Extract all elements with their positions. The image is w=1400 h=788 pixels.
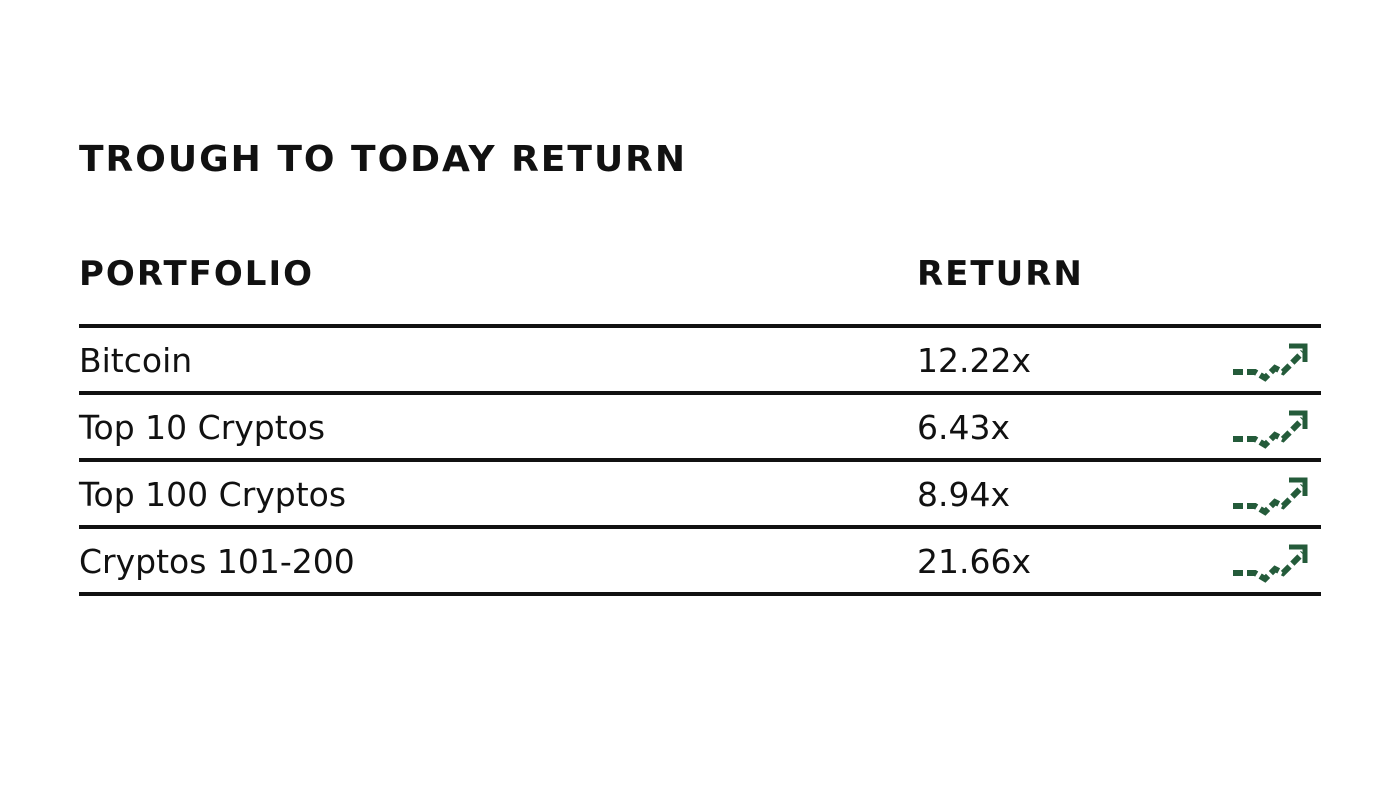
portfolio-cell: Bitcoin [79,341,193,380]
table-row: Cryptos 101-200 21.66x [79,529,1321,596]
column-header-portfolio: PORTFOLIO [79,254,315,294]
trend-up-icon [1229,541,1309,583]
trend-up-icon [1229,340,1309,382]
trend-up-icon [1229,474,1309,516]
portfolio-cell: Top 10 Cryptos [79,408,326,447]
column-header-return: RETURN [917,254,1084,294]
table-row: Top 100 Cryptos 8.94x [79,462,1321,529]
table-row: Bitcoin 12.22x [79,328,1321,395]
table-header-row: PORTFOLIO RETURN [79,252,1321,328]
returns-table: PORTFOLIO RETURN Bitcoin 12.22x Top 10 C… [79,252,1321,596]
return-cell: 6.43x [917,408,1011,447]
portfolio-cell: Cryptos 101-200 [79,542,355,581]
return-cell: 8.94x [917,475,1011,514]
table-row: Top 10 Cryptos 6.43x [79,395,1321,462]
page-title: TROUGH TO TODAY RETURN [79,139,688,180]
return-cell: 12.22x [917,341,1032,380]
trend-up-icon [1229,407,1309,449]
return-cell: 21.66x [917,542,1032,581]
portfolio-cell: Top 100 Cryptos [79,475,347,514]
